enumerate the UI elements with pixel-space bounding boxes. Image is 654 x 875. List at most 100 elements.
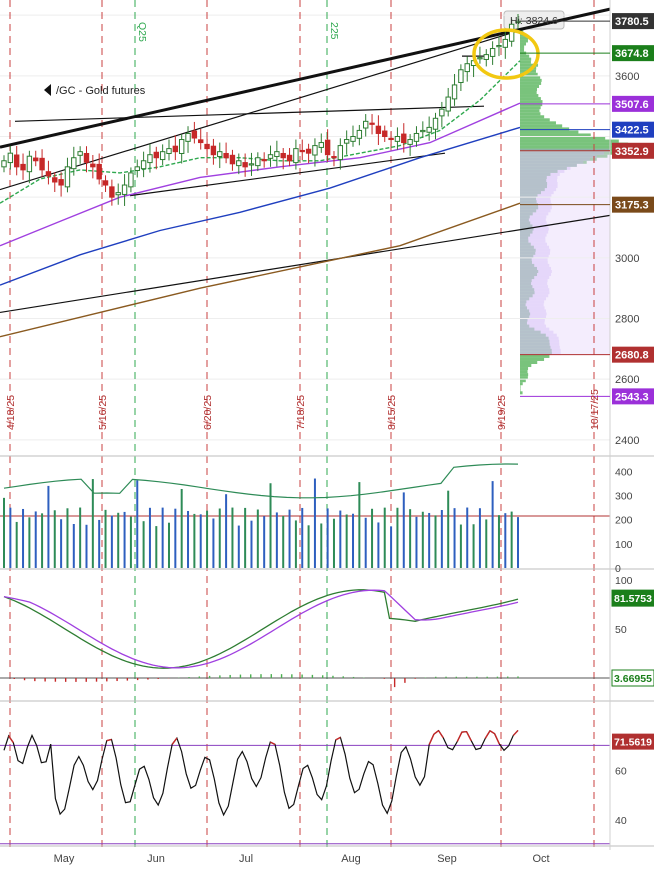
rsi-overbought-segment [270, 742, 275, 744]
profile-bar [520, 121, 556, 124]
candle-body [249, 164, 253, 165]
volume-bar [238, 526, 240, 568]
candle-body [389, 138, 393, 139]
profile-bar [520, 364, 531, 367]
candle-body [370, 123, 374, 124]
volume-bar [492, 481, 494, 568]
volume-tick-label: 200 [615, 515, 633, 527]
candle-body [230, 155, 234, 163]
volume-bar [276, 512, 278, 568]
volume-bar [263, 516, 265, 568]
candle-body [478, 58, 482, 59]
volume-bar [441, 510, 443, 568]
hi-label: Hi: 3824.6 [510, 15, 558, 27]
volume-bar [231, 508, 233, 568]
candle-body [59, 180, 63, 185]
candle-body [72, 158, 76, 169]
profile-bar [520, 39, 528, 42]
volume-bar [117, 513, 119, 568]
volume-bar [339, 511, 341, 568]
candle-body [154, 152, 158, 157]
expiry-date-label: 10/17/25 [589, 389, 601, 430]
volume-bar [498, 515, 500, 568]
candle-body [205, 144, 209, 148]
volume-bar [257, 510, 259, 568]
volume-bars [0, 464, 610, 568]
volume-bar [473, 524, 475, 568]
volume-bar [466, 508, 468, 568]
rsi-badge-label: 71.5619 [614, 737, 652, 749]
volume-bar [422, 512, 424, 568]
marker-label: Q25 [136, 22, 148, 42]
volume-bar [352, 514, 354, 568]
candle-body [383, 131, 387, 136]
candle-body [281, 153, 285, 157]
profile-bar [520, 388, 521, 391]
volume-bar [485, 519, 487, 568]
candle-body [218, 152, 222, 157]
stoch-k-line [4, 590, 518, 668]
candle-body [465, 64, 469, 72]
candle-body [459, 70, 463, 83]
price-tick-label: 3600 [615, 71, 639, 83]
volume-bar [35, 511, 37, 568]
volume-bar [111, 516, 113, 568]
volume-bar [200, 514, 202, 568]
rsi-tick-label: 60 [615, 765, 627, 777]
volume-bar [85, 525, 87, 568]
volume-bar [193, 514, 195, 568]
price-badge-label: 3507.6 [615, 99, 649, 111]
month-label: Sep [437, 853, 457, 865]
rsi-overbought-segment [9, 736, 14, 743]
candle-body [440, 109, 444, 116]
volume-bar [282, 516, 284, 568]
stoch-d-line [4, 590, 518, 668]
candle-body [338, 146, 342, 160]
price-badge-label: 2680.8 [615, 350, 649, 362]
volume-bar [130, 517, 132, 568]
candle-body [294, 149, 298, 163]
candle-body [319, 143, 323, 148]
candle-body [262, 160, 266, 161]
volume-bar [295, 520, 297, 568]
upper-trendline [0, 9, 610, 147]
volume-bar [346, 515, 348, 568]
candle-body [34, 158, 38, 161]
candle-body [148, 155, 152, 163]
candle-body [344, 140, 348, 144]
expiry-date-label: 6/20/25 [202, 395, 214, 430]
volume-bar [460, 525, 462, 568]
profile-bar [520, 118, 550, 121]
candle-body [325, 140, 329, 155]
candle-body [199, 140, 203, 143]
profile-bar [520, 355, 549, 358]
volume-tick-label: 0 [615, 563, 621, 575]
candle-body [2, 161, 6, 167]
candle-body [14, 155, 18, 167]
expiry-date-label: 4/18/25 [5, 395, 17, 430]
stochastic-panel [0, 590, 610, 687]
ma-brown-line [0, 203, 520, 337]
rsi-overbought-segment [513, 730, 518, 735]
profile-bar [520, 385, 521, 388]
rsi-overbought-segment [336, 737, 341, 739]
volume-bar [390, 526, 392, 568]
volume-bar [447, 491, 449, 568]
expiry-date-label: 7/18/25 [295, 395, 307, 430]
candle-body [300, 150, 304, 151]
volume-bar [105, 510, 107, 568]
volume-bar [308, 525, 310, 568]
volume-bar [225, 494, 227, 568]
candle-body [357, 130, 361, 138]
profile-bar [520, 391, 523, 394]
volume-bar [66, 508, 68, 568]
candle-body [490, 49, 494, 57]
volume-bar [219, 509, 221, 568]
volume-bar [244, 508, 246, 568]
candle-body [110, 187, 114, 197]
candle-body [135, 167, 139, 171]
volume-bar [517, 517, 519, 568]
resistance-line [15, 106, 484, 121]
candle-body [8, 153, 12, 162]
